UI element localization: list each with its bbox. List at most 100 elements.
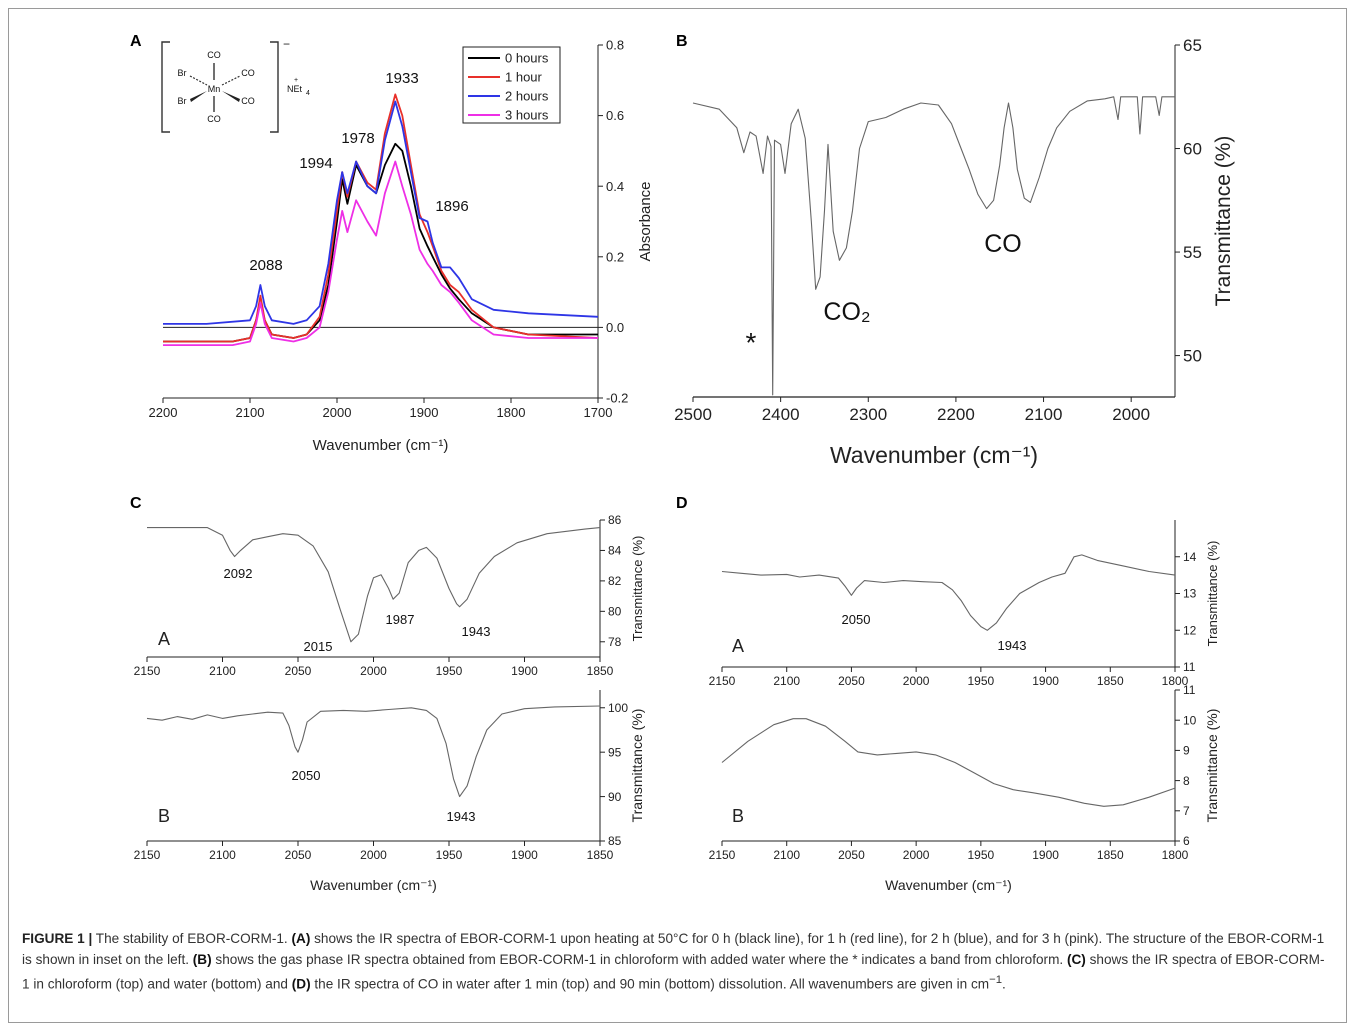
caption-text: The stability of EBOR-CORM-1.	[92, 931, 292, 946]
legend-box	[462, 46, 561, 124]
x-tick-label: 2100	[1025, 405, 1063, 424]
legend: 0 hours 1 hour 2 hours 3 hours	[462, 46, 561, 124]
peak-annotation: CO	[984, 230, 1022, 258]
x-tick-label: 2050	[838, 674, 865, 688]
panel-letter-b: B	[676, 33, 688, 50]
y-tick-label: 0.2	[606, 249, 624, 264]
peak-annotation: CO₂	[823, 298, 870, 326]
y-tick-label: 0.4	[606, 179, 624, 194]
x-axis-label: Wavenumber (cm⁻¹)	[313, 437, 449, 454]
peak-annotation: 1994	[299, 155, 332, 172]
x-tick-label: 2000	[323, 405, 352, 420]
peak-annotation: 2088	[249, 257, 282, 274]
y-axis-label: Transmittance (%)	[630, 536, 645, 642]
ligand-label: CO	[241, 68, 255, 78]
y-tick-label: 65	[1183, 36, 1202, 55]
x-tick-label: 2050	[285, 664, 312, 678]
x-tick-label: 2200	[937, 405, 975, 424]
peak-annotation: 1933	[385, 70, 418, 87]
x-tick-label: 2100	[773, 848, 800, 862]
panel-letter-d: D	[676, 495, 688, 512]
x-tick-label: 1900	[511, 664, 538, 678]
figure-frame	[8, 8, 1347, 1023]
y-tick-label: 0.8	[606, 38, 624, 53]
caption-ref-c: (C)	[1066, 952, 1086, 967]
x-tick-label: 2050	[838, 848, 865, 862]
y-tick-label: 55	[1183, 243, 1202, 262]
panel-letter-a: A	[130, 33, 142, 50]
y-tick-label: 80	[608, 605, 622, 619]
legend-label: 2 hours	[505, 89, 549, 104]
x-tick-label: 1900	[1032, 848, 1059, 862]
cation-charge: +	[294, 77, 298, 84]
x-tick-label: 1800	[1162, 848, 1189, 862]
caption-text-c: shows the IR spectra of EBOR-CORM-1 in c…	[22, 952, 1325, 992]
x-tick-label: 2150	[709, 848, 736, 862]
x-axis-label: Wavenumber (cm⁻¹)	[310, 877, 437, 893]
peak-annotation: *	[746, 327, 757, 358]
peak-annotation: 1943	[462, 624, 491, 639]
x-tick-label: 1850	[587, 848, 614, 862]
series-line-0	[721, 718, 1176, 807]
peak-annotation: 2015	[304, 639, 333, 654]
trace-label: B	[158, 806, 170, 826]
y-tick-label: 95	[608, 745, 622, 759]
molecule-inset: − CO Br CO Br CO CO Mn +NEt 4	[161, 37, 310, 133]
peak-annotation: 1943	[998, 638, 1027, 653]
x-tick-label: 2000	[903, 848, 930, 862]
y-axis-label: Absorbance	[637, 181, 654, 261]
trace-label: B	[732, 806, 744, 826]
x-tick-label: 2150	[134, 848, 161, 862]
x-tick-label: 1850	[1097, 674, 1124, 688]
caption-text-b: shows the gas phase IR spectra obtained …	[211, 952, 1067, 967]
y-tick-label: 12	[1183, 623, 1197, 637]
caption-text-d: the IR spectra of CO in water after 1 mi…	[310, 976, 990, 992]
y-tick-label: 11	[1183, 683, 1196, 697]
y-tick-label: 11	[1183, 660, 1196, 674]
peak-annotation: 1943	[447, 809, 476, 824]
peak-annotation: 1978	[341, 130, 374, 147]
chart-panel-a: 2200 2100 2000 1900 1800 1700-0.2 0.0 0.2 0.4 0.6…	[149, 38, 654, 454]
caption-text-a: shows the IR spectra of EBOR-CORM-1 upon…	[22, 931, 1325, 967]
x-tick-label: 2150	[134, 664, 161, 678]
x-tick-label: 1800	[1162, 674, 1189, 688]
ligand-label: CO	[207, 50, 221, 60]
y-tick-label: 14	[1183, 550, 1197, 564]
x-axis-label: Wavenumber (cm⁻¹)	[885, 877, 1012, 893]
peak-annotation: 1987	[386, 612, 415, 627]
caption-ref-a: (A)	[291, 931, 311, 946]
y-tick-label: 8	[1183, 774, 1190, 788]
x-tick-label: 1850	[587, 664, 614, 678]
chart-panel-b: 2500 2400 2300 2200 2100 2000 50 55 60 65 Transmit…	[674, 36, 1235, 468]
x-tick-label: 1950	[436, 848, 463, 862]
y-tick-label: 100	[608, 701, 628, 715]
series-line-3-hours	[163, 160, 598, 346]
bond-wedge-br	[190, 91, 207, 102]
caption-label: FIGURE 1 |	[22, 931, 93, 946]
y-tick-label: 86	[608, 513, 622, 527]
series-line-0	[692, 96, 1175, 396]
ligand-label: CO	[241, 96, 255, 106]
figure-caption: FIGURE 1 | The stability of EBOR-CORM-1.…	[22, 928, 1332, 995]
ligand-label: Br	[178, 96, 187, 106]
legend-label: 0 hours	[505, 51, 549, 66]
y-tick-label: 10	[1183, 713, 1197, 727]
x-tick-label: 1950	[968, 674, 995, 688]
metal-label: Mn	[208, 84, 221, 94]
y-axis-label: Transmittance (%)	[629, 709, 645, 823]
x-tick-label: 2100	[236, 405, 265, 420]
y-tick-label: 6	[1183, 834, 1190, 848]
x-tick-label: 2150	[709, 674, 736, 688]
x-tick-label: 2000	[1112, 405, 1150, 424]
x-tick-label: 1950	[968, 848, 995, 862]
y-tick-label: 82	[608, 574, 622, 588]
peak-annotation: 1896	[435, 198, 468, 215]
peak-annotation: 2092	[224, 566, 253, 581]
x-tick-label: 2100	[773, 674, 800, 688]
caption-ref-d: (D)	[291, 976, 311, 992]
x-tick-label: 2400	[762, 405, 800, 424]
ligand-label: CO	[207, 114, 221, 124]
x-tick-label: 2100	[209, 664, 236, 678]
